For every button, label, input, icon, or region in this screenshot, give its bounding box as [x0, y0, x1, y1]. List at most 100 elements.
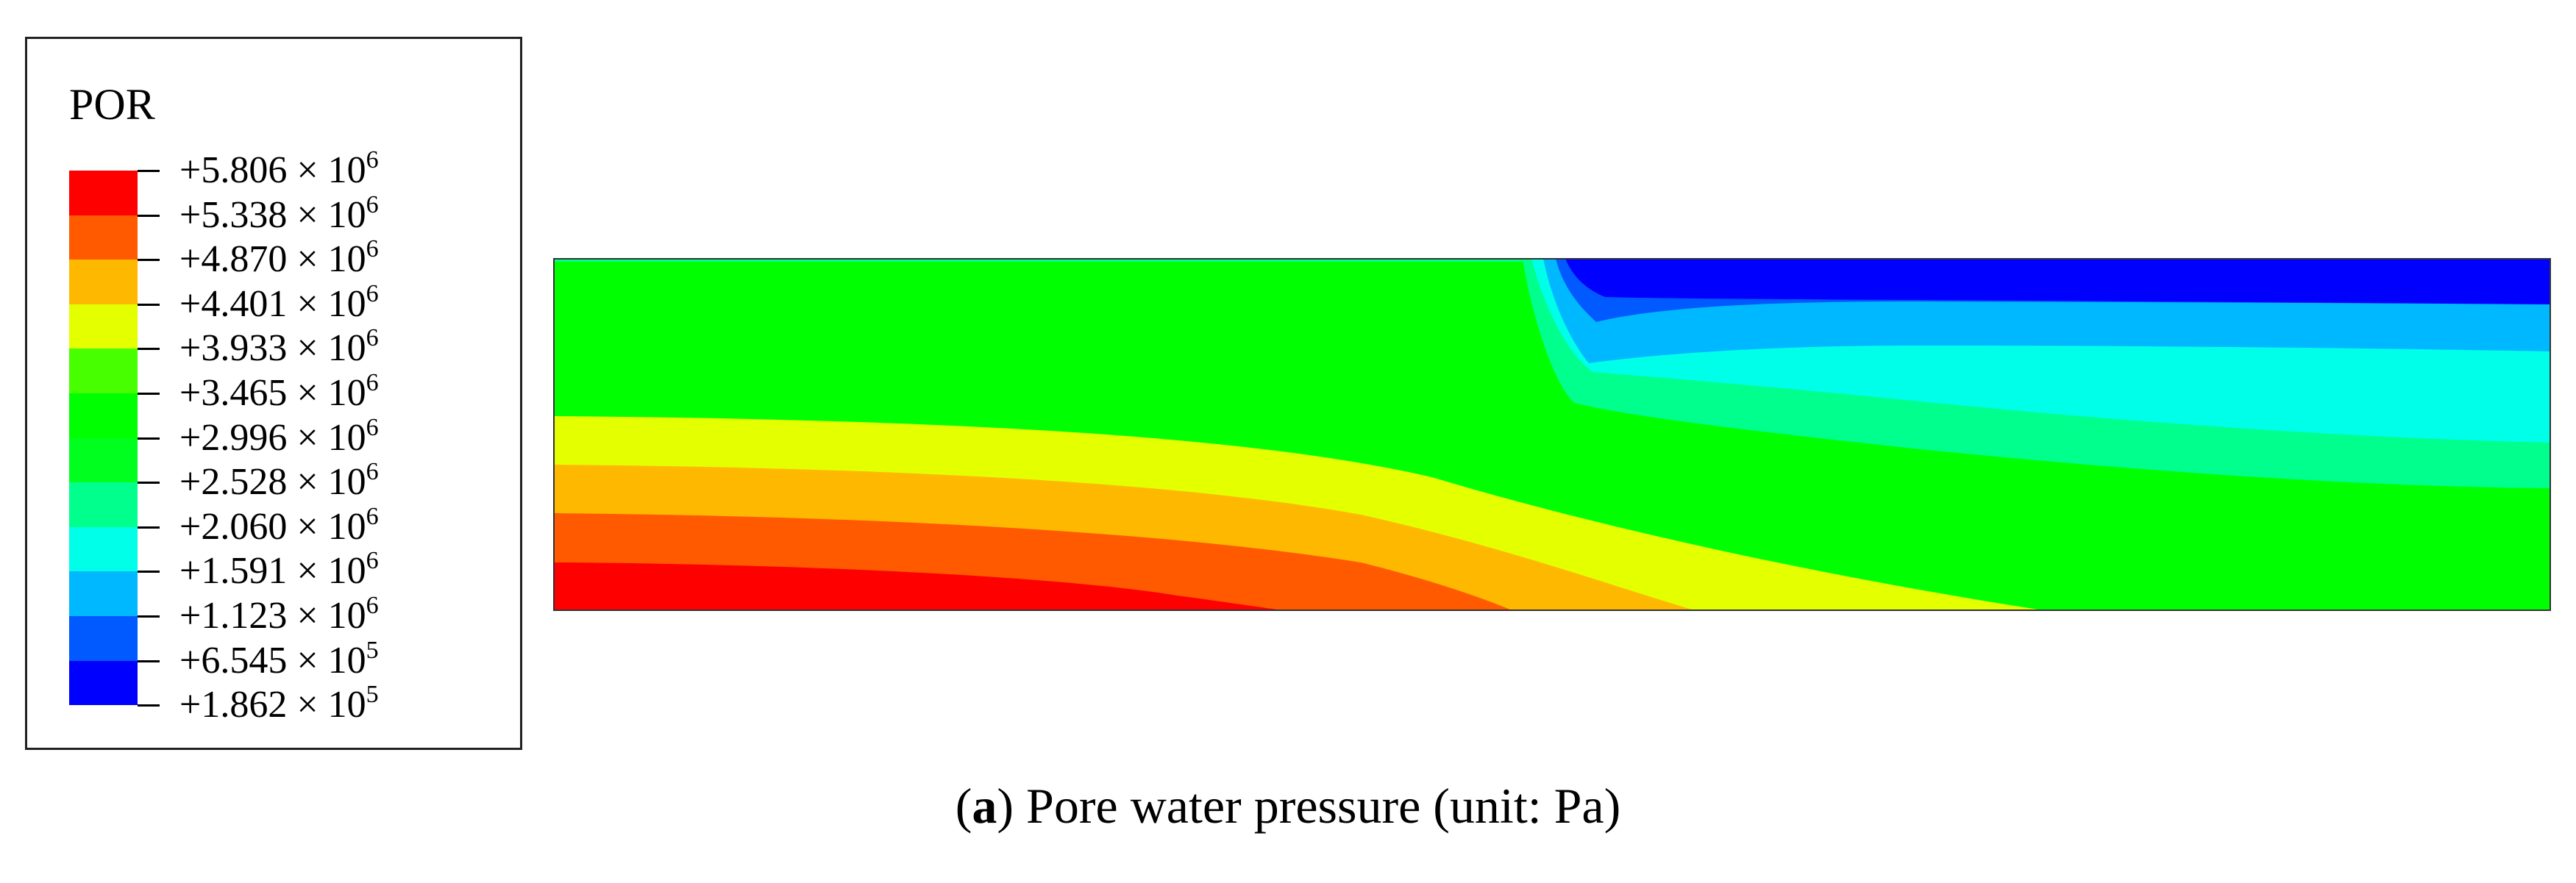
legend-tick-label: +2.060 × 106 [179, 504, 379, 548]
tick-times: × [287, 282, 328, 325]
legend-tick-mark [138, 526, 160, 529]
legend-tick-label: +2.528 × 106 [179, 460, 379, 504]
tick-exponent: 6 [366, 592, 379, 619]
tick-times: × [287, 372, 328, 414]
legend-swatch [69, 615, 138, 661]
tick-exponent: 6 [366, 369, 379, 396]
tick-times: × [287, 550, 328, 593]
legend-tick-label: +4.401 × 106 [179, 281, 379, 325]
tick-exponent: 6 [366, 146, 379, 174]
legend-tick-label: +1.591 × 106 [179, 548, 379, 593]
tick-times: × [287, 416, 328, 459]
caption-open: ( [955, 778, 972, 834]
tick-times: × [287, 684, 328, 726]
caption-close: ) [997, 778, 1014, 834]
tick-mantissa: +2.060 [179, 505, 288, 548]
tick-exponent: 6 [366, 458, 379, 486]
domain-border [553, 258, 2551, 611]
tick-mantissa: +6.545 [179, 639, 288, 682]
legend-tick-mark [138, 348, 160, 351]
legend-swatch [69, 348, 138, 393]
tick-base: 10 [327, 149, 366, 191]
tick-times: × [287, 639, 328, 682]
band-blue [1565, 259, 2550, 304]
legend-tick-mark [138, 437, 160, 440]
tick-times: × [287, 238, 328, 281]
tick-mantissa: +4.870 [179, 238, 288, 281]
legend-swatch [69, 304, 138, 349]
legend-tick-label: +3.465 × 106 [179, 371, 379, 414]
legend-tick-label: +1.123 × 106 [179, 593, 379, 637]
legend-swatch [69, 526, 138, 572]
tick-times: × [287, 193, 328, 236]
tick-base: 10 [327, 639, 366, 682]
legend-swatch [69, 393, 138, 438]
figure-caption: (a) Pore water pressure (unit: Pa) [0, 781, 2576, 831]
tick-mantissa: +5.806 [179, 149, 288, 191]
legend-swatch [69, 660, 138, 706]
tick-mantissa: +1.862 [179, 684, 288, 726]
legend-tick-mark [138, 393, 160, 395]
legend-swatch [69, 571, 138, 616]
tick-exponent: 6 [366, 324, 379, 352]
legend-tick-label: +3.933 × 106 [179, 326, 379, 370]
legend-tick-label: +4.870 × 106 [179, 237, 379, 281]
legend-tick-mark [138, 571, 160, 573]
tick-times: × [287, 327, 328, 370]
legend-tick-label: +2.996 × 106 [179, 415, 379, 459]
tick-mantissa: +3.933 [179, 327, 288, 370]
caption-text: Pore water pressure (unit: Pa) [1014, 778, 1621, 834]
tick-base: 10 [327, 193, 366, 236]
tick-base: 10 [327, 238, 366, 281]
tick-base: 10 [327, 327, 366, 370]
tick-exponent: 5 [366, 636, 379, 664]
legend-swatch [69, 482, 138, 527]
band-red [554, 562, 1283, 610]
tick-exponent: 6 [366, 190, 379, 218]
tick-exponent: 6 [366, 547, 379, 575]
tick-mantissa: +1.123 [179, 595, 288, 637]
top-strip-mint [554, 259, 1525, 262]
tick-mantissa: +3.465 [179, 372, 288, 414]
tick-mantissa: +4.401 [179, 282, 288, 325]
tick-base: 10 [327, 372, 366, 414]
legend-tick-mark [138, 259, 160, 262]
tick-base: 10 [327, 505, 366, 548]
tick-exponent: 6 [366, 502, 379, 530]
tick-exponent: 6 [366, 235, 379, 263]
tick-base: 10 [327, 282, 366, 325]
legend-tick-mark [138, 303, 160, 306]
legend-tick-mark [138, 659, 160, 662]
tick-exponent: 6 [366, 413, 379, 441]
tick-mantissa: +2.528 [179, 461, 288, 504]
tick-base: 10 [327, 550, 366, 593]
legend-color-bar [69, 171, 138, 706]
tick-base: 10 [327, 595, 366, 637]
tick-mantissa: +5.338 [179, 193, 288, 236]
legend-tick-label: +5.806 × 106 [179, 148, 379, 191]
tick-exponent: 5 [366, 681, 379, 709]
tick-times: × [287, 149, 328, 191]
tick-mantissa: +2.996 [179, 416, 288, 459]
legend-tick-mark [138, 482, 160, 485]
tick-exponent: 6 [366, 279, 379, 307]
tick-times: × [287, 461, 328, 504]
tick-base: 10 [327, 461, 366, 504]
legend-swatch [69, 437, 138, 483]
tick-base: 10 [327, 416, 366, 459]
caption-label: a [972, 778, 997, 834]
legend-tick-label: +6.545 × 105 [179, 637, 379, 682]
legend-tick-mark [138, 170, 160, 172]
legend-swatch [69, 215, 138, 260]
tick-times: × [287, 595, 328, 637]
legend-tick-mark [138, 214, 160, 217]
tick-times: × [287, 505, 328, 548]
tick-base: 10 [327, 684, 366, 726]
legend-swatch [69, 171, 138, 215]
legend-tick-label: +1.862 × 105 [179, 682, 379, 726]
legend-swatch [69, 260, 138, 304]
legend-tick-label: +5.338 × 106 [179, 192, 379, 236]
legend-tick-mark [138, 704, 160, 707]
tick-mantissa: +1.591 [179, 550, 288, 593]
